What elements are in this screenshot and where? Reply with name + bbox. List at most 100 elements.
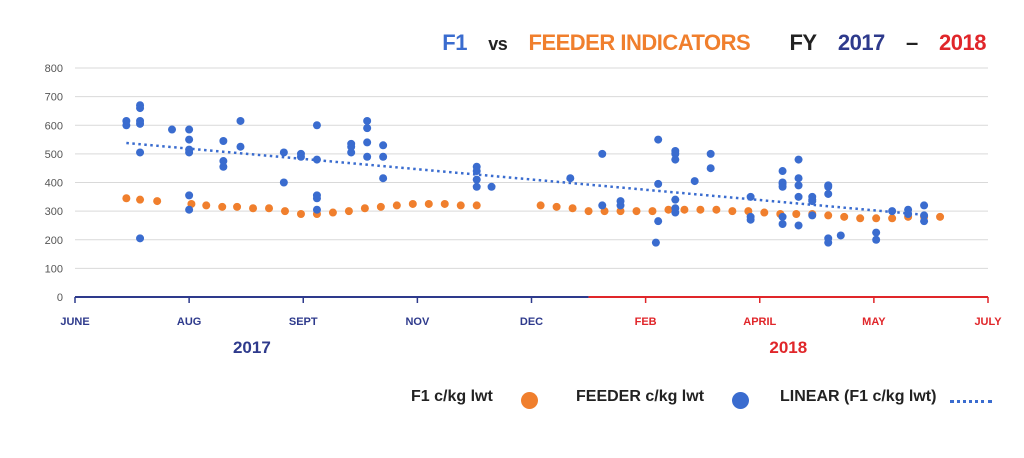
- y-tick-label: 100: [45, 263, 63, 275]
- f1-point: [648, 207, 657, 216]
- f1-point: [456, 201, 465, 210]
- feeder-point: [671, 149, 680, 158]
- feeder-point: [654, 135, 663, 144]
- feeder-point: [824, 238, 833, 247]
- feeder-point: [651, 238, 660, 247]
- x-tick-label: MAY: [862, 316, 886, 328]
- x-axis: JUNE AUG SEPT NOV DEC FEB APRIL MAY JULY 2017 2018: [60, 296, 1002, 357]
- feeder-point: [219, 162, 228, 171]
- feeder-point: [872, 235, 881, 244]
- feeder-point: [824, 189, 833, 198]
- feeder-point: [616, 201, 625, 210]
- feeder-point: [363, 124, 372, 133]
- feeder-point: [778, 182, 787, 191]
- feeder-point: [872, 228, 881, 237]
- f1-point: [664, 205, 673, 214]
- feeder-point: [379, 141, 388, 150]
- f1-point: [552, 202, 561, 211]
- f1-point: [122, 194, 131, 203]
- f1-point: [632, 207, 641, 216]
- f1-point: [392, 201, 401, 210]
- legend-linear-marker: [950, 400, 992, 403]
- f1-point: [265, 204, 274, 213]
- feeder-point: [363, 138, 372, 147]
- f1-point: [344, 207, 353, 216]
- f1-point: [584, 207, 593, 216]
- f1-point: [568, 204, 577, 213]
- feeder-point: [363, 116, 372, 125]
- y-tick-label: 600: [45, 120, 63, 132]
- feeder-point: [824, 182, 833, 191]
- feeder-point: [598, 201, 607, 210]
- legend-f1-marker: [521, 392, 538, 409]
- feeder-point: [185, 148, 194, 157]
- f1-series: [122, 194, 945, 223]
- feeder-point: [746, 192, 755, 201]
- feeder-point: [236, 116, 245, 125]
- feeder-point: [794, 174, 803, 183]
- feeder-point: [136, 104, 145, 113]
- f1-point: [712, 205, 721, 214]
- feeder-point: [219, 157, 228, 166]
- f1-point: [218, 202, 227, 211]
- f1-point: [840, 212, 849, 221]
- feeder-point: [706, 149, 715, 158]
- f1-point: [696, 205, 705, 214]
- feeder-point: [312, 194, 321, 203]
- year-label-2017: 2017: [233, 338, 271, 357]
- feeder-point: [122, 116, 131, 125]
- f1-point: [153, 197, 162, 206]
- title-dash: –: [906, 30, 918, 55]
- feeder-point: [236, 142, 245, 151]
- feeder-point: [185, 191, 194, 200]
- feeder-point: [347, 148, 356, 157]
- x-tick-label: FEB: [635, 316, 657, 328]
- y-tick-label: 300: [45, 206, 63, 218]
- feeder-point: [920, 211, 929, 220]
- title-feeder-indicators: FEEDER INDICATORS: [528, 30, 751, 55]
- feeder-point: [808, 197, 817, 206]
- title-2018: 2018: [939, 30, 986, 55]
- feeder-point: [778, 220, 787, 229]
- feeder-point: [654, 217, 663, 226]
- f1-point: [202, 201, 211, 210]
- title-fy: FY: [789, 30, 817, 55]
- feeder-point: [706, 164, 715, 173]
- f1-point: [680, 205, 689, 214]
- feeder-point: [671, 195, 680, 204]
- feeder-series: [122, 101, 929, 247]
- feeder-point: [279, 178, 288, 187]
- f1-point: [536, 201, 545, 210]
- feeder-point: [794, 221, 803, 230]
- legend-feeder-marker: [732, 392, 749, 409]
- feeder-point: [136, 119, 145, 128]
- x-tick-label: NOV: [405, 316, 430, 328]
- feeder-point: [379, 174, 388, 183]
- f1-point: [296, 209, 305, 218]
- legend-feeder-label: FEEDER c/kg lwt: [576, 388, 705, 405]
- feeder-point: [888, 207, 897, 216]
- feeder-point: [904, 209, 913, 218]
- feeder-point: [654, 179, 663, 188]
- feeder-point: [794, 155, 803, 164]
- f1-point: [728, 207, 737, 216]
- feeder-point: [312, 155, 321, 164]
- y-tick-label: 700: [45, 92, 63, 104]
- feeder-point: [296, 152, 305, 161]
- x-tick-label: JUNE: [60, 316, 89, 328]
- linear-trend-line: [126, 141, 925, 217]
- f1-point: [888, 214, 897, 223]
- title-f1: F1: [442, 30, 467, 55]
- feeder-point: [312, 121, 321, 130]
- feeder-point: [472, 175, 481, 184]
- f1-point: [824, 211, 833, 220]
- y-tick-label: 500: [45, 149, 63, 161]
- feeder-point: [168, 125, 177, 134]
- f1-point: [424, 199, 433, 208]
- gridlines: [75, 67, 988, 269]
- f1-point: [472, 201, 481, 210]
- f1-point: [856, 214, 865, 223]
- y-axis: 0 100 200 300 400 500 600 700 800: [45, 63, 63, 304]
- x-tick-label: APRIL: [743, 316, 776, 328]
- f1-point: [376, 202, 385, 211]
